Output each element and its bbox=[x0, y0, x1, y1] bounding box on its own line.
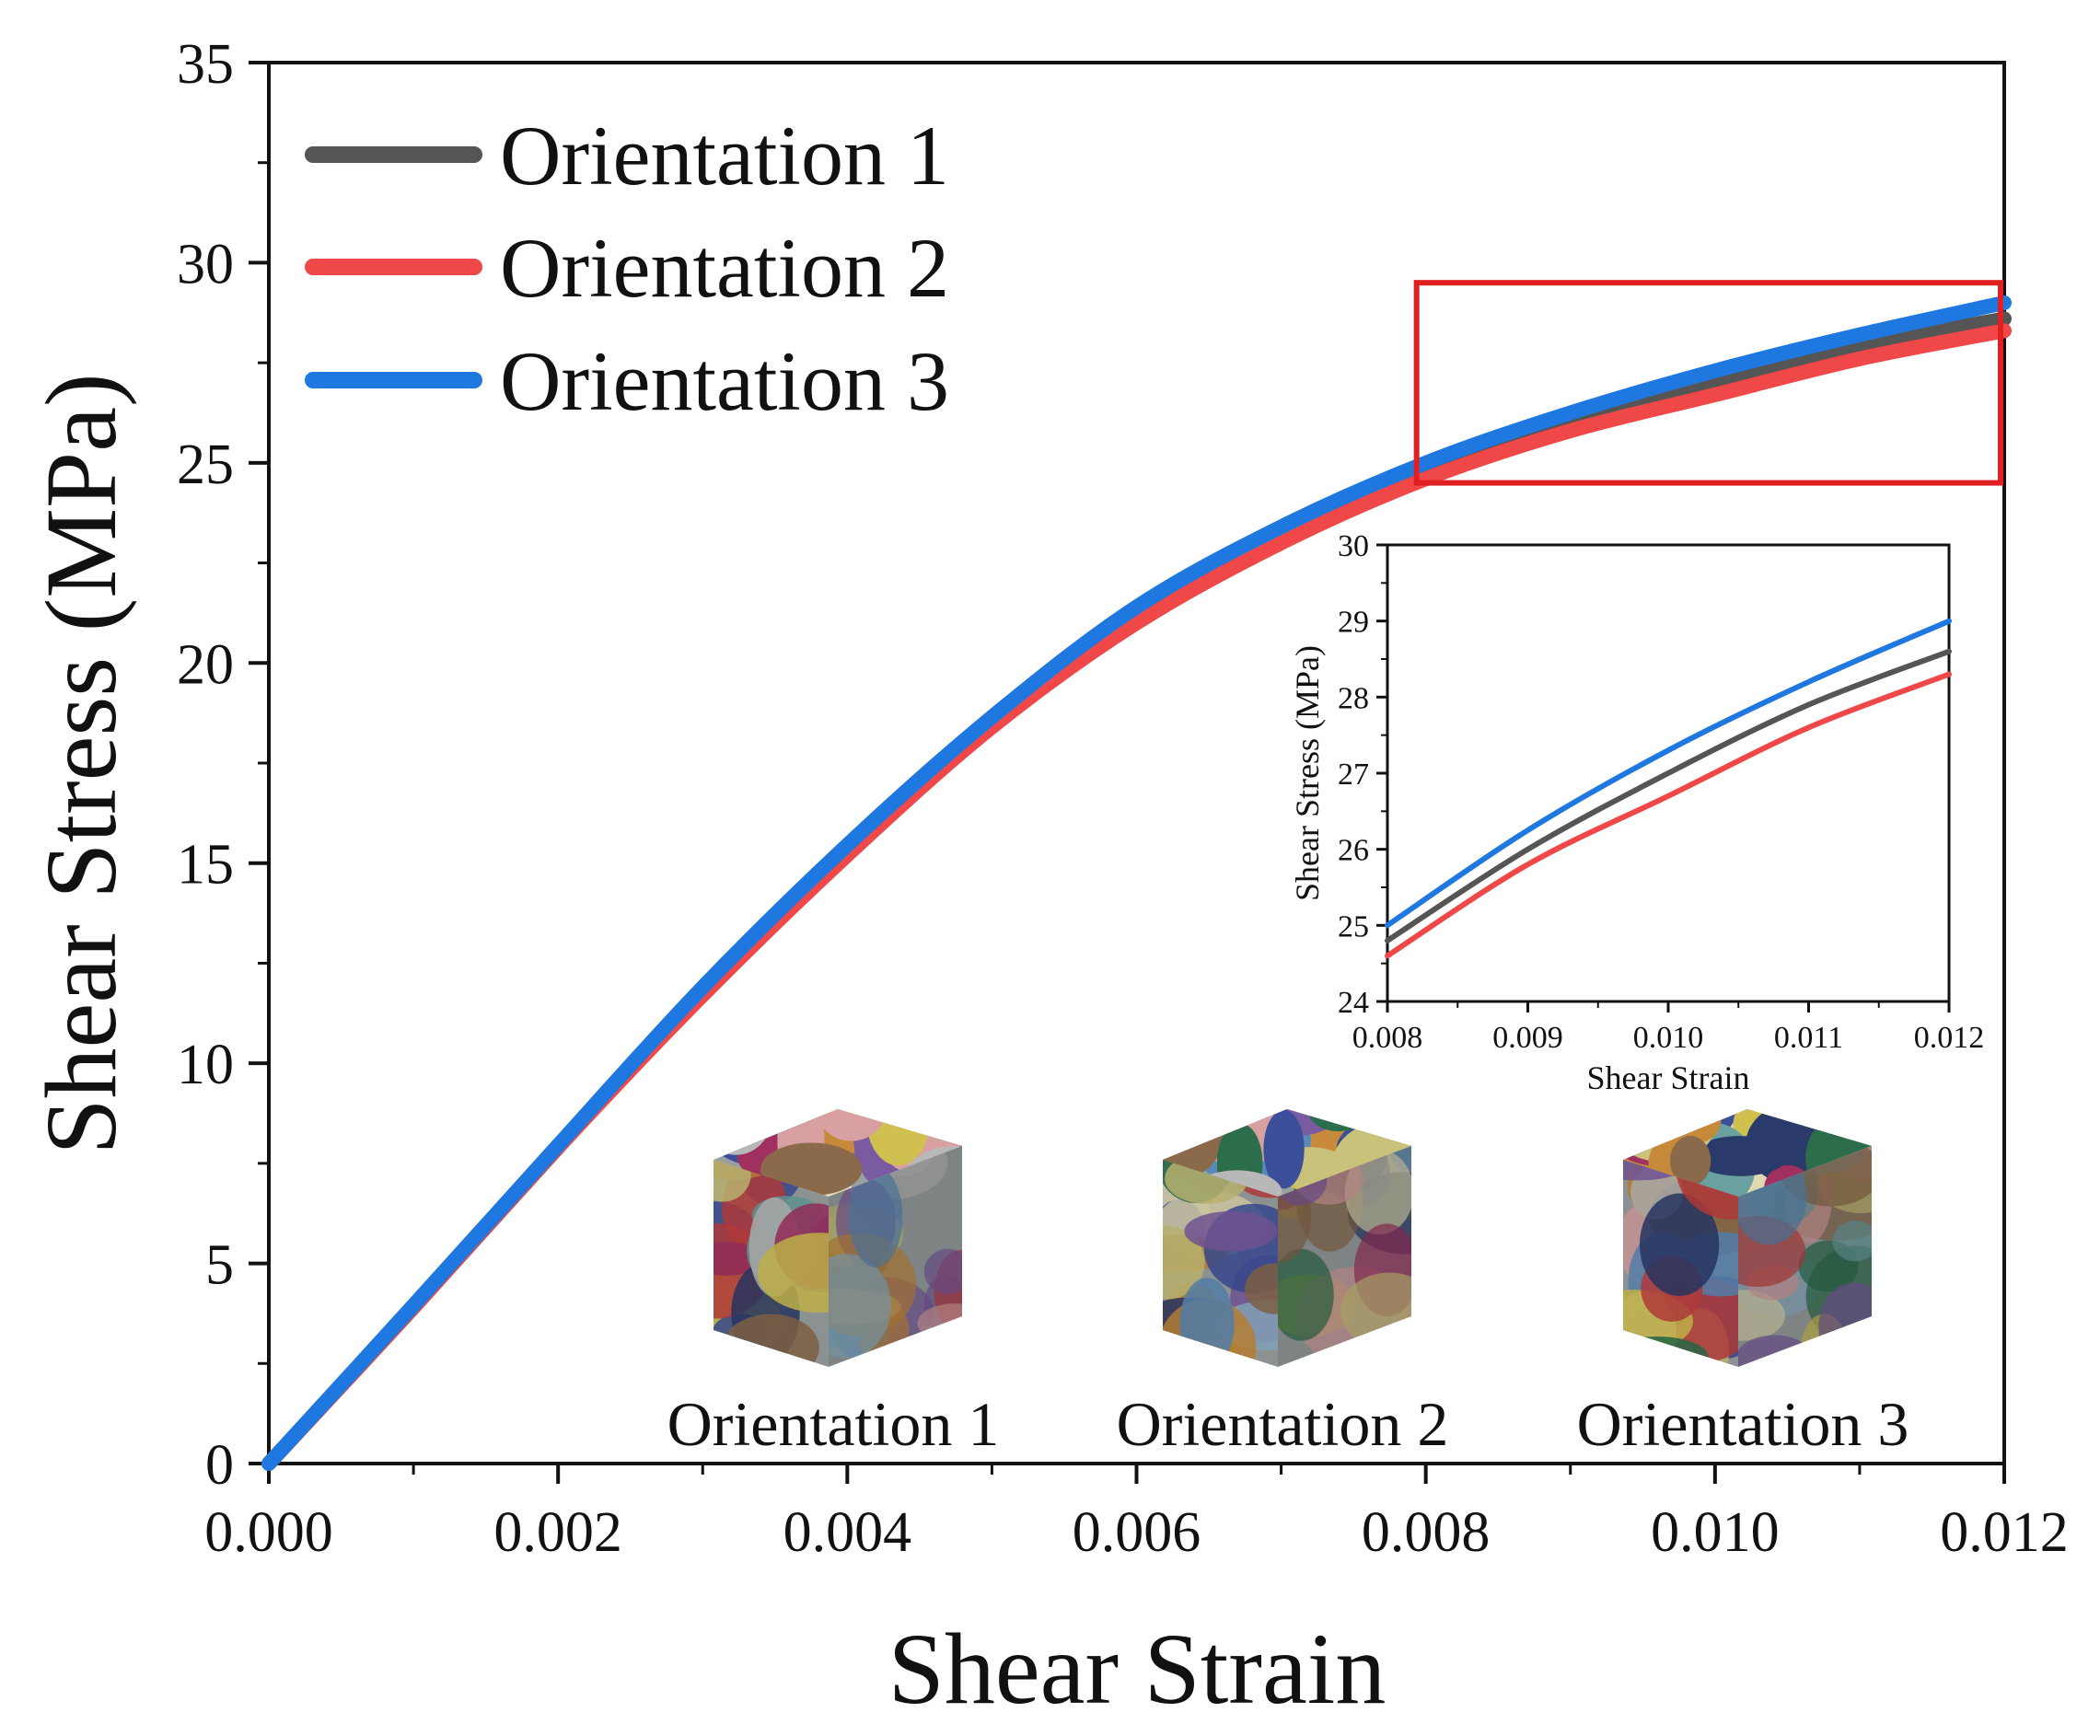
inset-series-line-2 bbox=[1385, 671, 1952, 959]
inset-y-tick-label: 30 bbox=[1338, 529, 1369, 563]
y-tick-label: 35 bbox=[177, 33, 234, 96]
x-tick-label: 0.008 bbox=[1362, 1501, 1491, 1564]
microstructure-images: Orientation 1 Orientation 2 Orientation 3 bbox=[667, 1109, 1909, 1459]
inset-x-tick-label: 0.012 bbox=[1914, 1021, 1985, 1055]
inset-x-tick-label: 0.008 bbox=[1352, 1021, 1423, 1055]
y-tick-label: 5 bbox=[205, 1234, 234, 1297]
microstructure-cube-1 bbox=[714, 1109, 962, 1367]
inset-x-axis-title: Shear Strain bbox=[1587, 1059, 1750, 1096]
y-tick-label: 30 bbox=[177, 233, 234, 295]
microstructure-cube-3 bbox=[1623, 1109, 1872, 1367]
inset-y-tick-label: 24 bbox=[1338, 986, 1369, 1020]
y-axis-title: Shear Stress (MPa) bbox=[25, 373, 137, 1154]
zoom-region-rect bbox=[1413, 280, 2003, 486]
series-line-3 bbox=[261, 295, 2012, 1471]
microstructure-label-2: Orientation 2 bbox=[1117, 1389, 1449, 1459]
legend: Orientation 1 Orientation 2 Orientation 3 bbox=[305, 109, 949, 428]
x-tick-label: 0.006 bbox=[1073, 1501, 1201, 1564]
zoom-box bbox=[1413, 280, 2003, 486]
legend-label-1: Orientation 1 bbox=[500, 109, 949, 203]
microstructure-label-3: Orientation 3 bbox=[1577, 1389, 1909, 1459]
inset-y-tick-label: 26 bbox=[1338, 834, 1369, 868]
inset-y-tick-label: 29 bbox=[1338, 606, 1369, 640]
inset-y-tick-label: 27 bbox=[1338, 758, 1369, 792]
y-tick-label: 10 bbox=[177, 1034, 234, 1096]
main-series bbox=[261, 295, 2012, 1471]
y-tick-label: 15 bbox=[177, 834, 234, 897]
microstructure-label-1: Orientation 1 bbox=[667, 1389, 1000, 1459]
x-tick-label: 0.002 bbox=[493, 1501, 622, 1564]
y-tick-label: 20 bbox=[177, 633, 234, 696]
y-tick-label: 25 bbox=[177, 434, 234, 496]
x-tick-label: 0.004 bbox=[783, 1501, 912, 1564]
inset-series-line-1 bbox=[1385, 648, 1952, 943]
legend-label-3: Orientation 3 bbox=[500, 334, 949, 428]
x-tick-label: 0.012 bbox=[1940, 1501, 2069, 1564]
inset-y-tick-label: 25 bbox=[1338, 909, 1369, 943]
inset-x-tick-label: 0.011 bbox=[1774, 1021, 1843, 1055]
inset-x-tick-label: 0.009 bbox=[1492, 1021, 1563, 1055]
main-axes: 0.000 0.002 0.004 0.006 0.008 0.010 0.012 0 5 10 1… bbox=[177, 33, 2069, 1564]
inset-y-tick-label: 28 bbox=[1338, 681, 1369, 715]
y-tick-label: 0 bbox=[205, 1434, 234, 1497]
x-tick-label: 0.000 bbox=[204, 1501, 333, 1564]
inset-y-axis-title: Shear Stress (MPa) bbox=[1289, 645, 1326, 901]
inset-chart: 0.008 0.009 0.010 0.011 0.012 24 25 26 27 28 29 30 S… bbox=[1289, 529, 1984, 1096]
x-tick-label: 0.010 bbox=[1651, 1501, 1780, 1564]
inset-x-tick-label: 0.010 bbox=[1633, 1021, 1704, 1055]
x-axis-title: Shear Strain bbox=[888, 1613, 1386, 1725]
legend-label-2: Orientation 2 bbox=[500, 221, 949, 315]
microstructure-cube-2 bbox=[1163, 1109, 1411, 1367]
inset-series-line-3 bbox=[1385, 618, 1952, 929]
